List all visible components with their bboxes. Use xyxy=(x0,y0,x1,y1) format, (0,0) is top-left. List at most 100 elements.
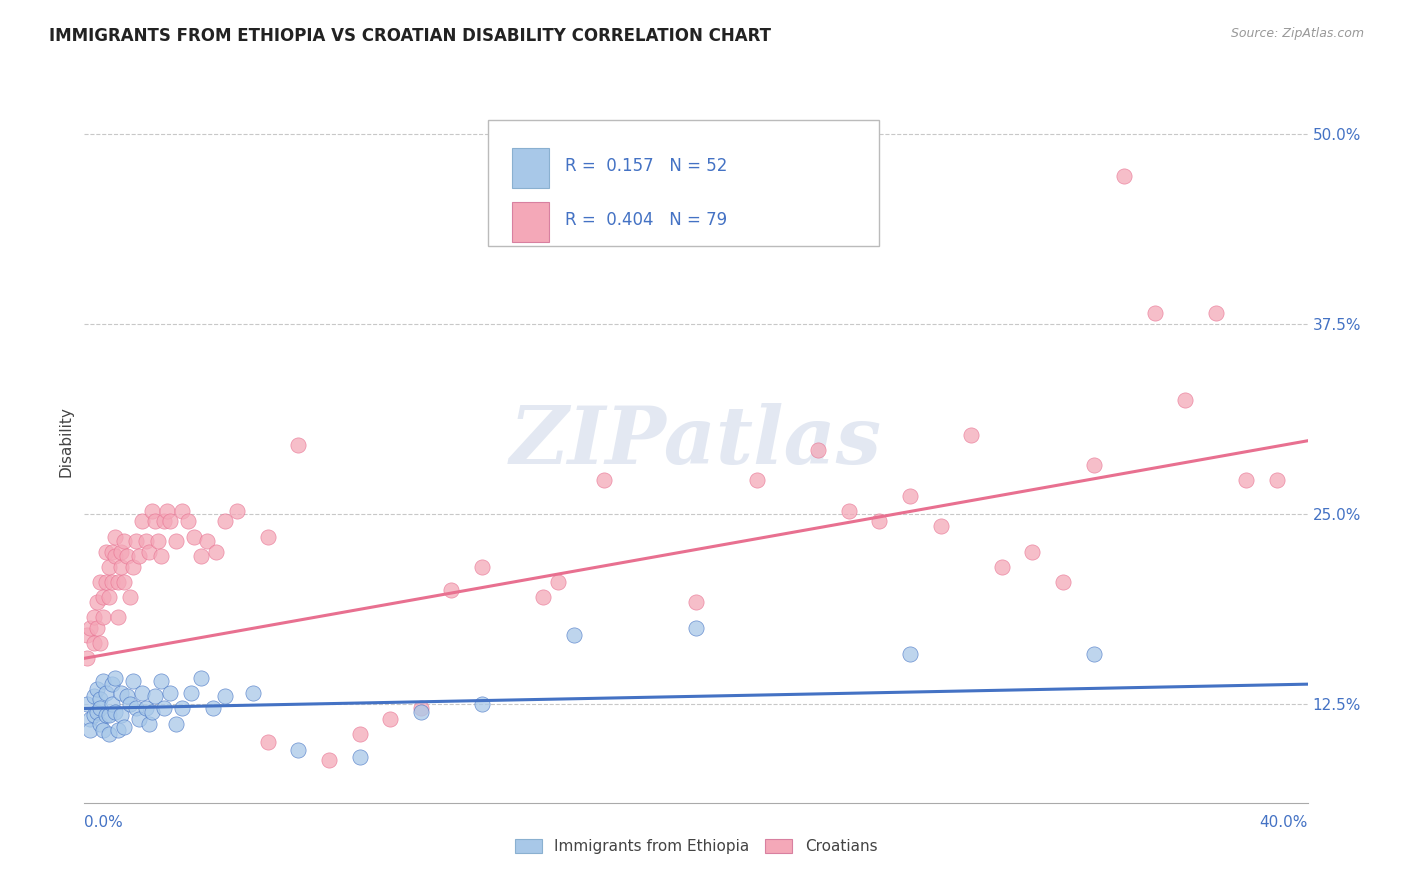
Point xyxy=(131,515,153,529)
Point xyxy=(94,707,117,722)
Point xyxy=(869,515,891,529)
Point xyxy=(89,575,111,590)
Point xyxy=(471,560,494,574)
Point xyxy=(94,575,117,590)
Point xyxy=(83,610,105,624)
Point xyxy=(83,636,105,650)
Point xyxy=(91,610,114,624)
Point xyxy=(83,707,105,722)
Point xyxy=(125,534,148,549)
Point xyxy=(1236,473,1258,487)
Point xyxy=(101,545,124,559)
Point xyxy=(190,671,212,685)
Point xyxy=(287,438,309,452)
Point xyxy=(1052,575,1074,590)
Point xyxy=(165,534,187,549)
Point xyxy=(107,723,129,737)
Point xyxy=(76,628,98,642)
Point xyxy=(104,671,127,685)
Point xyxy=(135,534,157,549)
Point xyxy=(153,701,176,715)
Point xyxy=(1021,545,1043,559)
Text: R =  0.157   N = 52: R = 0.157 N = 52 xyxy=(565,157,727,175)
Point xyxy=(94,545,117,559)
Point xyxy=(122,674,145,689)
Point xyxy=(201,701,224,715)
Point xyxy=(960,427,983,442)
FancyBboxPatch shape xyxy=(513,202,550,242)
Point xyxy=(143,515,166,529)
Point xyxy=(1174,392,1197,407)
Point xyxy=(349,727,371,741)
Point xyxy=(83,690,105,704)
Point xyxy=(349,750,371,764)
Point xyxy=(685,595,707,609)
Point xyxy=(183,530,205,544)
Point xyxy=(242,686,264,700)
Point xyxy=(120,697,142,711)
Point xyxy=(76,651,98,665)
Point xyxy=(1143,306,1166,320)
Point xyxy=(747,473,769,487)
Point xyxy=(593,473,616,487)
Point xyxy=(991,560,1014,574)
Point xyxy=(128,549,150,564)
Point xyxy=(190,549,212,564)
Point xyxy=(195,534,218,549)
Point xyxy=(898,489,921,503)
Point xyxy=(409,705,432,719)
Text: R =  0.404   N = 79: R = 0.404 N = 79 xyxy=(565,211,727,229)
Point xyxy=(86,595,108,609)
Point xyxy=(89,716,111,731)
Point xyxy=(101,677,124,691)
Point xyxy=(172,701,194,715)
Point xyxy=(214,690,236,704)
Point xyxy=(205,545,228,559)
Point xyxy=(226,504,249,518)
Point xyxy=(91,723,114,737)
Point xyxy=(107,610,129,624)
Point xyxy=(86,705,108,719)
Point xyxy=(409,701,432,715)
Point xyxy=(128,712,150,726)
Point xyxy=(115,549,138,564)
Point xyxy=(143,690,166,704)
Point xyxy=(180,686,202,700)
Point xyxy=(91,591,114,605)
Point xyxy=(471,697,494,711)
Point xyxy=(380,712,402,726)
Point xyxy=(159,515,181,529)
Point xyxy=(318,753,340,767)
Point xyxy=(112,534,135,549)
Point xyxy=(1083,647,1105,661)
Point xyxy=(112,720,135,734)
Point xyxy=(149,549,172,564)
Point xyxy=(531,591,554,605)
FancyBboxPatch shape xyxy=(488,120,880,246)
Point xyxy=(97,591,120,605)
Point xyxy=(138,716,160,731)
Point xyxy=(146,534,169,549)
Point xyxy=(79,723,101,737)
Point xyxy=(89,701,111,715)
Point xyxy=(125,701,148,715)
Point xyxy=(86,621,108,635)
Point xyxy=(79,712,101,726)
FancyBboxPatch shape xyxy=(513,148,550,188)
Point xyxy=(287,742,309,756)
Text: ZIPatlas: ZIPatlas xyxy=(510,403,882,480)
Point xyxy=(112,575,135,590)
Point xyxy=(257,530,280,544)
Point xyxy=(89,692,111,706)
Point xyxy=(120,591,142,605)
Point xyxy=(104,549,127,564)
Point xyxy=(110,545,132,559)
Text: IMMIGRANTS FROM ETHIOPIA VS CROATIAN DISABILITY CORRELATION CHART: IMMIGRANTS FROM ETHIOPIA VS CROATIAN DIS… xyxy=(49,27,772,45)
Point xyxy=(153,515,176,529)
Point xyxy=(86,681,108,696)
Text: Source: ZipAtlas.com: Source: ZipAtlas.com xyxy=(1230,27,1364,40)
Point xyxy=(110,686,132,700)
Point xyxy=(141,705,163,719)
Point xyxy=(115,690,138,704)
Point xyxy=(138,545,160,559)
